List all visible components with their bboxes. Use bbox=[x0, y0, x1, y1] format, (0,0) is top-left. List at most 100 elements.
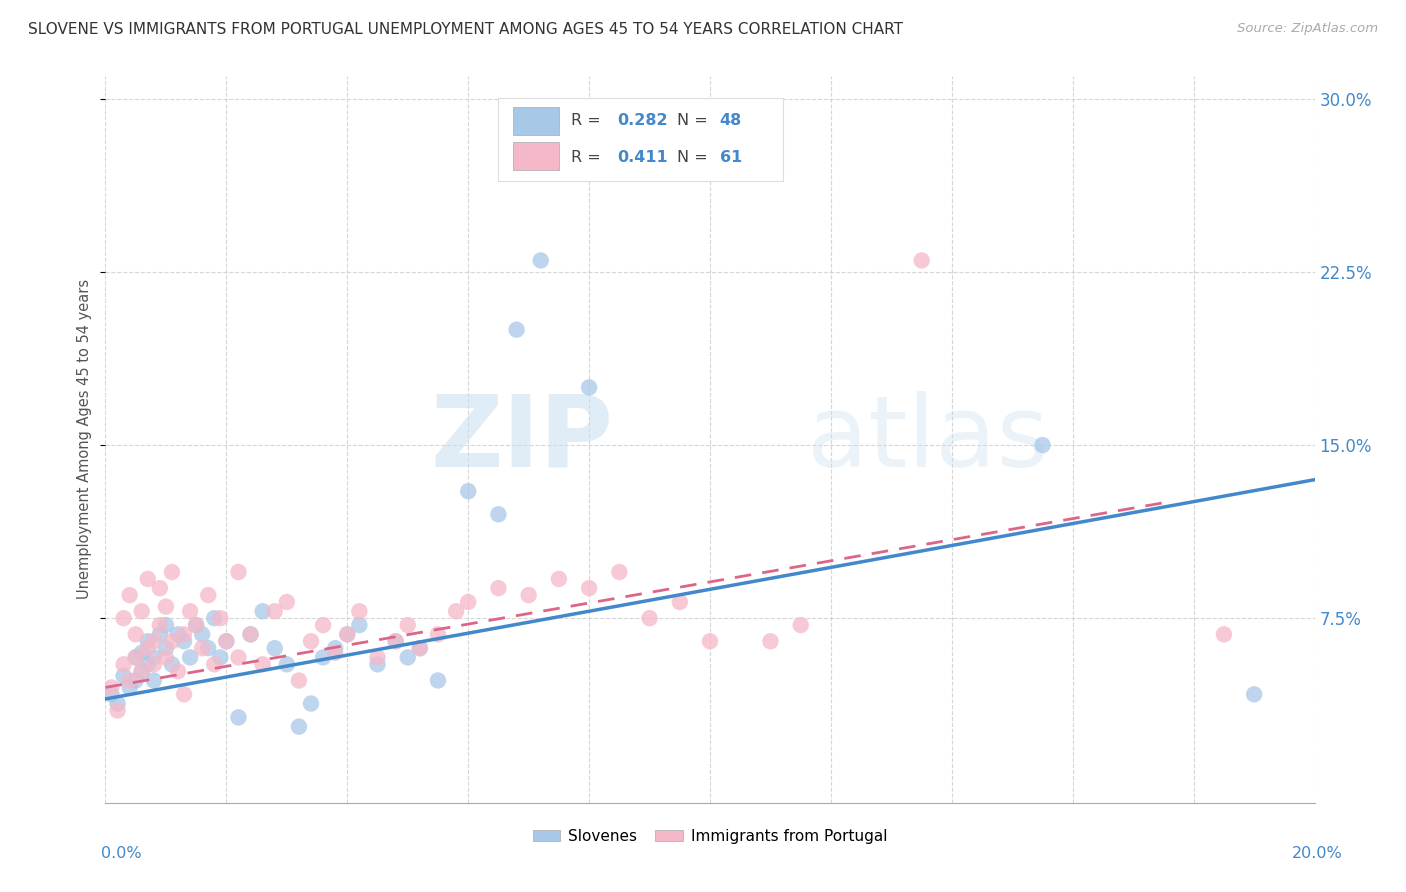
Point bbox=[131, 665, 153, 679]
Point bbox=[312, 650, 335, 665]
Point bbox=[396, 618, 419, 632]
Text: ZIP: ZIP bbox=[430, 391, 613, 488]
Point bbox=[276, 657, 298, 672]
Point bbox=[396, 650, 419, 665]
Point bbox=[149, 627, 172, 641]
FancyBboxPatch shape bbox=[513, 107, 560, 135]
Text: R =: R = bbox=[571, 113, 606, 128]
Point bbox=[1243, 687, 1265, 701]
Point bbox=[197, 641, 219, 656]
Point bbox=[209, 611, 232, 625]
Point bbox=[349, 604, 371, 618]
Point bbox=[366, 657, 388, 672]
Point bbox=[131, 646, 153, 660]
Point bbox=[215, 634, 238, 648]
Point bbox=[197, 588, 219, 602]
Point bbox=[155, 650, 177, 665]
Point bbox=[427, 673, 450, 688]
Point bbox=[578, 380, 600, 394]
Point bbox=[136, 641, 159, 656]
Text: 0.282: 0.282 bbox=[617, 113, 668, 128]
Point bbox=[336, 627, 359, 641]
Point bbox=[252, 604, 274, 618]
Point bbox=[1212, 627, 1236, 641]
Point bbox=[288, 720, 311, 734]
Point bbox=[759, 634, 782, 648]
Point bbox=[118, 588, 141, 602]
Point bbox=[427, 627, 450, 641]
Point bbox=[263, 641, 285, 656]
Text: 0.0%: 0.0% bbox=[101, 846, 142, 861]
Point bbox=[160, 634, 183, 648]
Point bbox=[505, 323, 527, 337]
Point bbox=[112, 611, 135, 625]
Point bbox=[276, 595, 298, 609]
Point bbox=[790, 618, 813, 632]
Point bbox=[167, 665, 190, 679]
Point bbox=[669, 595, 692, 609]
Point bbox=[228, 710, 250, 724]
Point bbox=[124, 627, 148, 641]
FancyBboxPatch shape bbox=[499, 97, 783, 181]
Point bbox=[191, 641, 214, 656]
Point bbox=[215, 634, 238, 648]
Text: R =: R = bbox=[571, 150, 606, 165]
Point bbox=[142, 657, 165, 672]
Point bbox=[299, 697, 322, 711]
Point bbox=[349, 618, 371, 632]
Point bbox=[142, 650, 165, 665]
Text: atlas: atlas bbox=[807, 391, 1049, 488]
Point bbox=[160, 657, 183, 672]
Point bbox=[112, 669, 135, 683]
Point bbox=[299, 634, 322, 648]
Point bbox=[209, 650, 232, 665]
Point bbox=[384, 634, 406, 648]
Point bbox=[312, 618, 335, 632]
Text: N =: N = bbox=[678, 150, 713, 165]
Point bbox=[384, 634, 406, 648]
Text: N =: N = bbox=[678, 113, 713, 128]
Point bbox=[142, 634, 165, 648]
Point bbox=[323, 646, 346, 660]
Point bbox=[263, 604, 285, 618]
Point bbox=[155, 641, 177, 656]
Point bbox=[100, 687, 122, 701]
Text: Source: ZipAtlas.com: Source: ZipAtlas.com bbox=[1237, 22, 1378, 36]
Legend: Slovenes, Immigrants from Portugal: Slovenes, Immigrants from Portugal bbox=[527, 822, 893, 850]
Y-axis label: Unemployment Among Ages 45 to 54 years: Unemployment Among Ages 45 to 54 years bbox=[77, 279, 93, 599]
Point bbox=[136, 657, 159, 672]
Point bbox=[609, 565, 631, 579]
Point bbox=[173, 634, 195, 648]
Point bbox=[167, 627, 190, 641]
Point bbox=[124, 673, 148, 688]
Point bbox=[124, 650, 148, 665]
Point bbox=[100, 681, 122, 695]
Point bbox=[118, 681, 141, 695]
Point bbox=[1032, 438, 1054, 452]
FancyBboxPatch shape bbox=[513, 142, 560, 169]
Point bbox=[107, 704, 129, 718]
Point bbox=[202, 611, 225, 625]
Point bbox=[179, 650, 201, 665]
Point bbox=[160, 565, 183, 579]
Point bbox=[149, 581, 172, 595]
Text: 20.0%: 20.0% bbox=[1292, 846, 1343, 861]
Point bbox=[239, 627, 262, 641]
Point bbox=[173, 687, 195, 701]
Point bbox=[124, 650, 148, 665]
Point bbox=[488, 581, 510, 595]
Point bbox=[118, 673, 141, 688]
Point bbox=[323, 641, 346, 656]
Point bbox=[548, 572, 571, 586]
Point bbox=[457, 595, 479, 609]
Point bbox=[155, 618, 177, 632]
Text: 0.411: 0.411 bbox=[617, 150, 668, 165]
Point bbox=[173, 627, 195, 641]
Point bbox=[699, 634, 721, 648]
Point bbox=[488, 508, 510, 522]
Point bbox=[228, 565, 250, 579]
Point bbox=[228, 650, 250, 665]
Point bbox=[457, 484, 479, 499]
Point bbox=[336, 627, 359, 641]
Point bbox=[530, 253, 553, 268]
